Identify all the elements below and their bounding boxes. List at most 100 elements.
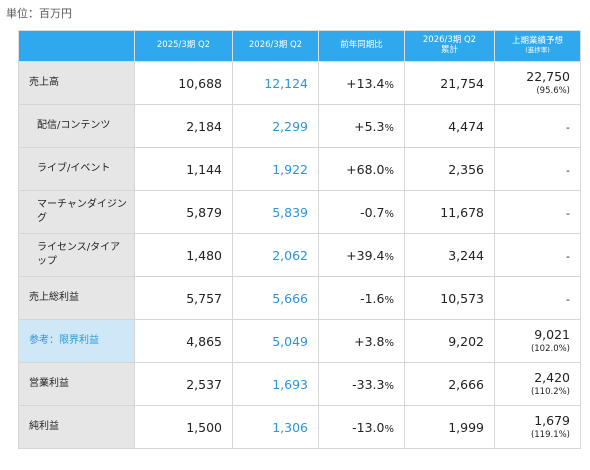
header-forecast-line1: 上期業績予想 xyxy=(511,36,563,47)
prev-period-value: 1,480 xyxy=(134,233,233,277)
prev-period-value: 4,865 xyxy=(134,319,233,363)
header-cumulative: 2026/3期 Q2 累計 xyxy=(404,30,495,62)
yoy-cell: +3.8% xyxy=(318,319,405,363)
cumulative-value: 2,666 xyxy=(404,362,495,406)
prev-period-value: 2,184 xyxy=(134,104,233,148)
percent-sign: % xyxy=(384,337,394,349)
forecast-value: 22,750 xyxy=(526,68,570,84)
row-label: 参考：限界利益 xyxy=(18,319,135,363)
cumulative-value: 11,678 xyxy=(404,190,495,234)
current-period-value: 5,666 xyxy=(232,276,319,320)
percent-sign: % xyxy=(384,423,394,435)
prev-period-value: 2,537 xyxy=(134,362,233,406)
yoy-value: +5.3 xyxy=(354,118,385,134)
yoy-cell: +5.3% xyxy=(318,104,405,148)
yoy-cell: +68.0% xyxy=(318,147,405,191)
table-row: 売上高 10,688 12,124 +13.4% 21,754 22,750 (… xyxy=(18,61,581,105)
cumulative-value: 4,474 xyxy=(404,104,495,148)
header-forecast-line2: (進捗率) xyxy=(525,46,550,55)
yoy-value: -13.0 xyxy=(352,419,385,435)
current-period-value: 1,306 xyxy=(232,405,319,449)
cumulative-value: 10,573 xyxy=(404,276,495,320)
prev-period-value: 5,879 xyxy=(134,190,233,234)
current-period-value: 5,049 xyxy=(232,319,319,363)
header-blank xyxy=(18,30,135,62)
header-cumulative-line1: 2026/3期 Q2 xyxy=(422,35,477,46)
cumulative-value: 3,244 xyxy=(404,233,495,277)
yoy-cell: +39.4% xyxy=(318,233,405,277)
header-yoy: 前年同期比 xyxy=(318,30,405,62)
yoy-value: +3.8 xyxy=(354,333,385,349)
forecast-progress: (110.2%) xyxy=(530,387,570,398)
current-period-value: 5,839 xyxy=(232,190,319,234)
cumulative-value: 1,999 xyxy=(404,405,495,449)
prev-period-value: 1,144 xyxy=(134,147,233,191)
forecast-cell: - xyxy=(494,233,581,277)
percent-sign: % xyxy=(384,294,394,306)
forecast-cell: - xyxy=(494,276,581,320)
prev-period-value: 1,500 xyxy=(134,405,233,449)
table-row: ライブ/イベント 1,144 1,922 +68.0% 2,356 - xyxy=(18,147,581,191)
yoy-cell: -13.0% xyxy=(318,405,405,449)
percent-sign: % xyxy=(384,208,394,220)
percent-sign: % xyxy=(384,79,394,91)
forecast-value: 1,679 xyxy=(534,412,570,428)
forecast-cell: 9,021 (102.0%) xyxy=(494,319,581,363)
forecast-cell: - xyxy=(494,190,581,234)
yoy-value: -1.6 xyxy=(360,290,385,306)
yoy-value: -0.7 xyxy=(360,204,385,220)
row-label: 売上総利益 xyxy=(18,276,135,320)
row-label: 売上高 xyxy=(18,61,135,105)
yoy-value: -33.3 xyxy=(352,376,385,392)
header-current-period: 2026/3期 Q2 xyxy=(232,30,319,62)
row-label: ライブ/イベント xyxy=(18,147,135,191)
header-prev-period: 2025/3期 Q2 xyxy=(134,30,233,62)
forecast-progress: (119.1%) xyxy=(530,430,570,441)
row-label: マーチャンダイジング xyxy=(18,190,135,234)
table-row: マーチャンダイジング 5,879 5,839 -0.7% 11,678 - xyxy=(18,190,581,234)
header-row: 2025/3期 Q2 2026/3期 Q2 前年同期比 2026/3期 Q2 累… xyxy=(18,30,581,62)
current-period-value: 2,299 xyxy=(232,104,319,148)
current-period-value: 1,922 xyxy=(232,147,319,191)
prev-period-value: 10,688 xyxy=(134,61,233,105)
financial-table: 2025/3期 Q2 2026/3期 Q2 前年同期比 2026/3期 Q2 累… xyxy=(18,30,581,449)
table-row: 参考：限界利益 4,865 5,049 +3.8% 9,202 9,021 (1… xyxy=(18,319,581,363)
current-period-value: 1,693 xyxy=(232,362,319,406)
percent-sign: % xyxy=(384,165,394,177)
forecast-value: - xyxy=(566,163,570,177)
yoy-cell: -1.6% xyxy=(318,276,405,320)
forecast-value: - xyxy=(566,249,570,263)
forecast-value: 2,420 xyxy=(534,369,570,385)
row-label: 配信/コンテンツ xyxy=(18,104,135,148)
table-row: 売上総利益 5,757 5,666 -1.6% 10,573 - xyxy=(18,276,581,320)
forecast-cell: - xyxy=(494,104,581,148)
yoy-cell: -33.3% xyxy=(318,362,405,406)
forecast-cell: 1,679 (119.1%) xyxy=(494,405,581,449)
percent-sign: % xyxy=(384,122,394,134)
row-label: 営業利益 xyxy=(18,362,135,406)
forecast-cell: 22,750 (95.6%) xyxy=(494,61,581,105)
yoy-value: +13.4 xyxy=(346,75,385,91)
current-period-value: 12,124 xyxy=(232,61,319,105)
unit-label: 単位：百万円 xyxy=(6,7,72,20)
yoy-cell: -0.7% xyxy=(318,190,405,234)
cumulative-value: 9,202 xyxy=(404,319,495,363)
cumulative-value: 21,754 xyxy=(404,61,495,105)
row-label: ライセンス/タイアップ xyxy=(18,233,135,277)
table-row: 純利益 1,500 1,306 -13.0% 1,999 1,679 (119.… xyxy=(18,405,581,449)
prev-period-value: 5,757 xyxy=(134,276,233,320)
forecast-value: 9,021 xyxy=(534,326,570,342)
forecast-value: - xyxy=(566,120,570,134)
yoy-value: +39.4 xyxy=(346,247,385,263)
header-cumulative-line2: 累計 xyxy=(440,45,458,55)
table-row: 配信/コンテンツ 2,184 2,299 +5.3% 4,474 - xyxy=(18,104,581,148)
header-forecast: 上期業績予想 (進捗率) xyxy=(494,30,581,62)
forecast-value: - xyxy=(566,292,570,306)
percent-sign: % xyxy=(384,380,394,392)
forecast-progress: (102.0%) xyxy=(530,344,570,355)
forecast-cell: 2,420 (110.2%) xyxy=(494,362,581,406)
current-period-value: 2,062 xyxy=(232,233,319,277)
cumulative-value: 2,356 xyxy=(404,147,495,191)
percent-sign: % xyxy=(384,251,394,263)
row-label: 純利益 xyxy=(18,405,135,449)
